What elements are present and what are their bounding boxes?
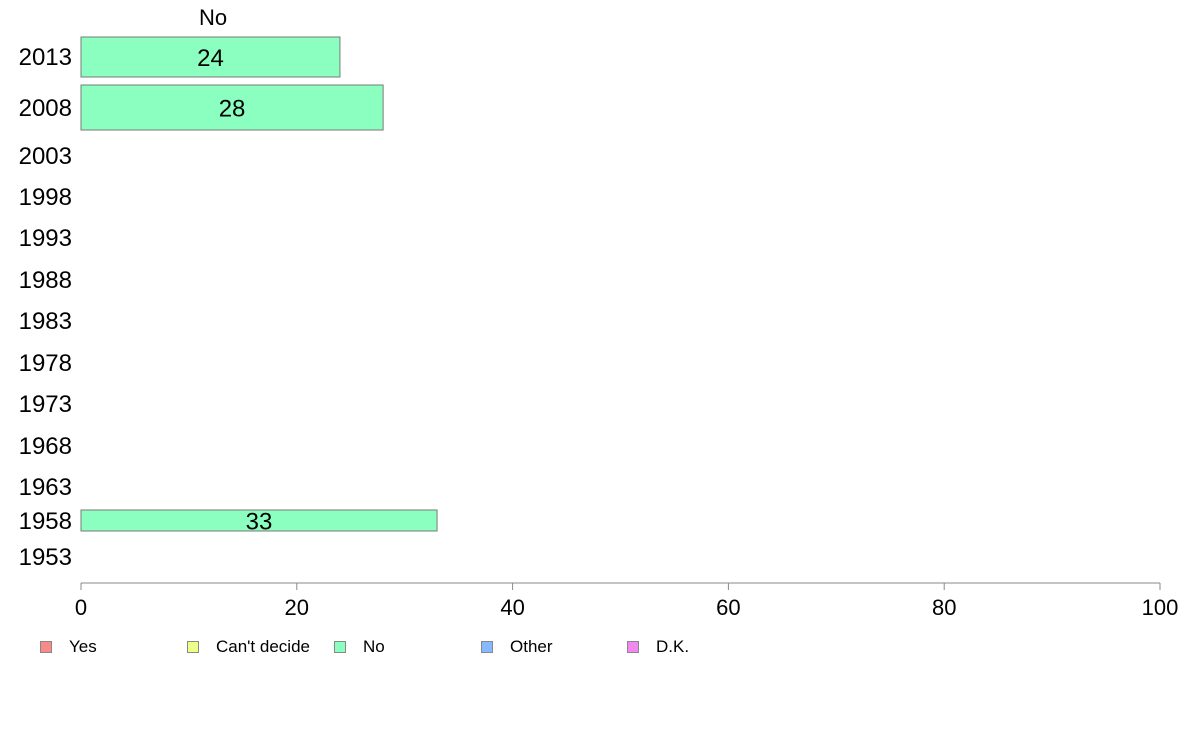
x-tick-label-40: 40 xyxy=(500,595,524,620)
bar-1958 xyxy=(80,509,438,532)
x-tick-label-100: 100 xyxy=(1142,595,1179,620)
bar-label-2013: 24 xyxy=(197,45,224,72)
y-tick-label-1973: 1973 xyxy=(19,391,72,418)
legend-swatch xyxy=(40,641,52,653)
x-tick-label-20: 20 xyxy=(285,595,309,620)
legend-label: No xyxy=(363,637,385,656)
legend-swatch xyxy=(187,641,199,653)
x-tick-label-80: 80 xyxy=(932,595,956,620)
y-tick-label-1988: 1988 xyxy=(19,267,72,294)
legend-label: Other xyxy=(510,637,553,656)
y-tick-label-2008: 2008 xyxy=(19,95,72,122)
bar-2008 xyxy=(80,84,384,131)
legend: Yes Can't decide No Other D.K. xyxy=(0,637,1188,659)
y-tick-label-1963: 1963 xyxy=(19,474,72,501)
y-axis-labels: 2013 2008 2003 1998 1993 1988 1983 1978 1973 1968… xyxy=(19,44,72,571)
legend-label: D.K. xyxy=(656,637,690,656)
chart-title: No xyxy=(199,5,227,30)
legend-label: Yes xyxy=(69,637,97,656)
bar-label-2008: 28 xyxy=(219,96,246,123)
legend-label: Can't decide xyxy=(216,637,310,656)
y-tick-label-2013: 2013 xyxy=(19,44,72,71)
x-axis: 0 20 40 60 80 100 xyxy=(75,582,1179,620)
y-tick-label-1978: 1978 xyxy=(19,350,72,377)
legend-item: Other xyxy=(481,637,553,657)
legend-item: No xyxy=(334,637,385,657)
x-tick-label-0: 0 xyxy=(75,595,87,620)
legend-item: D.K. xyxy=(627,637,689,657)
legend-item: Yes xyxy=(40,637,97,657)
y-tick-label-1953: 1953 xyxy=(19,544,72,571)
x-tick-label-60: 60 xyxy=(716,595,740,620)
legend-swatch xyxy=(334,641,346,653)
legend-swatch xyxy=(627,641,639,653)
bar-2013 xyxy=(80,36,341,78)
bars-group: 24 28 33 xyxy=(80,36,438,536)
y-tick-label-1993: 1993 xyxy=(19,225,72,252)
bar-label-1958: 33 xyxy=(246,509,273,536)
y-tick-label-1998: 1998 xyxy=(19,184,72,211)
y-tick-label-1958: 1958 xyxy=(19,508,72,535)
y-tick-label-2003: 2003 xyxy=(19,143,72,170)
legend-item: Can't decide xyxy=(187,637,310,657)
y-tick-label-1968: 1968 xyxy=(19,433,72,460)
legend-swatch xyxy=(481,641,493,653)
y-tick-label-1983: 1983 xyxy=(19,308,72,335)
